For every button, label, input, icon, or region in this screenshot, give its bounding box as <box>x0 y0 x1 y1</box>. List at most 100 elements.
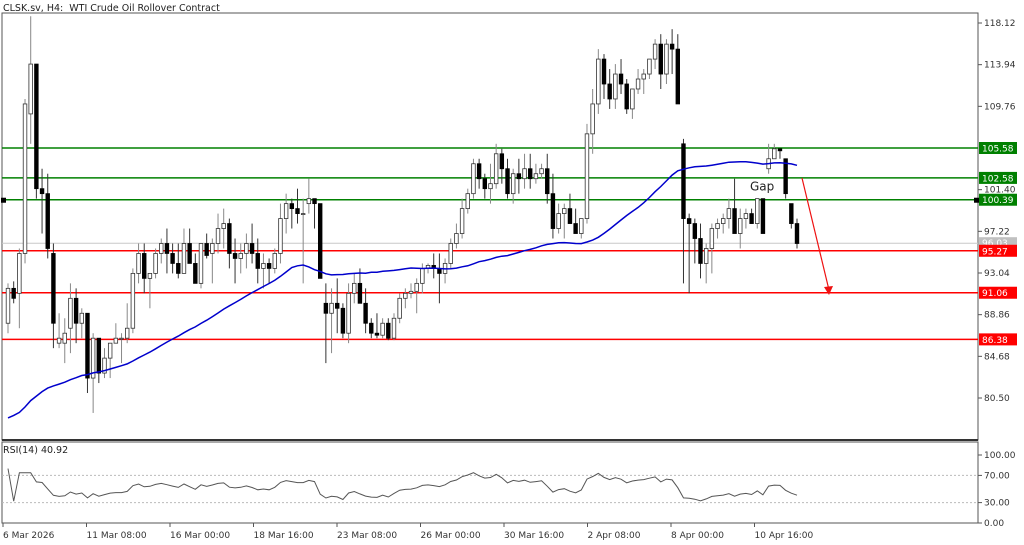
candle <box>493 153 499 185</box>
rsi-line <box>7 468 798 502</box>
candle <box>658 43 663 75</box>
rsi-tick-label: 0.00 <box>984 519 1004 529</box>
candle <box>369 322 374 334</box>
price-tick-label: 97.22 <box>984 227 1010 237</box>
candle <box>96 337 102 374</box>
candle <box>261 263 266 269</box>
price-tick-label: 88.86 <box>984 311 1010 321</box>
candle <box>522 168 527 180</box>
candle <box>357 282 363 304</box>
candle <box>289 203 295 210</box>
candle <box>749 213 754 224</box>
time-tick-label: 10 Apr 16:00 <box>755 531 814 541</box>
resistance-level-tag <box>979 142 1017 154</box>
candle <box>539 168 544 175</box>
candle <box>34 63 39 190</box>
time-tick-label: 2 Apr 08:00 <box>588 531 641 541</box>
candle <box>164 243 170 254</box>
rsi-tick-label: 30.00 <box>984 499 1010 509</box>
candle <box>312 198 317 205</box>
candle <box>159 243 164 254</box>
candle <box>647 58 652 75</box>
svg-text:100.39: 100.39 <box>982 196 1014 206</box>
candle <box>760 198 766 234</box>
candle <box>698 238 703 264</box>
candle <box>789 203 794 224</box>
candle <box>738 218 743 234</box>
gap-annotation[interactable]: Gap <box>750 180 774 194</box>
time-tick-label: 26 Mar 00:00 <box>421 531 481 541</box>
candle <box>300 213 306 215</box>
candle <box>505 168 510 195</box>
candle <box>113 337 119 344</box>
candle <box>340 307 346 334</box>
candle <box>329 302 334 314</box>
candle <box>471 163 476 195</box>
candle <box>153 253 158 274</box>
candle <box>715 223 720 229</box>
candle <box>573 223 578 234</box>
rsi-tick-label: 100.00 <box>984 451 1016 461</box>
candle <box>726 208 732 219</box>
candle <box>306 198 312 205</box>
candle <box>755 198 760 224</box>
candle <box>56 337 62 344</box>
candle <box>374 332 380 336</box>
candle <box>39 188 45 195</box>
candle <box>210 243 215 254</box>
candle <box>363 302 368 324</box>
candle <box>176 263 181 274</box>
candle <box>579 218 584 234</box>
candle <box>601 58 607 85</box>
resistance-level-tag <box>979 171 1017 184</box>
candle <box>119 337 124 340</box>
candle <box>386 322 391 339</box>
candle <box>510 173 516 195</box>
resistance-level-tag <box>979 193 1017 206</box>
level-anchor-right <box>974 197 979 203</box>
rsi-plot-frame <box>1 441 979 524</box>
candle <box>142 253 147 279</box>
candle <box>102 357 107 374</box>
candle <box>323 302 329 314</box>
candle <box>692 223 698 239</box>
candle <box>465 193 470 210</box>
price-tick-label: 84.68 <box>984 352 1010 362</box>
candle <box>732 208 737 234</box>
price-tick-label: 93.04 <box>984 269 1010 279</box>
candle <box>652 43 658 60</box>
rsi-panel: 100.00 70.00 30.00 0.00 <box>2 451 1016 529</box>
candle <box>624 83 629 110</box>
candle <box>62 332 67 344</box>
candle <box>454 233 459 244</box>
bearish-arrow[interactable] <box>801 177 833 295</box>
candle <box>295 208 300 214</box>
time-tick-label: 8 Apr 00:00 <box>671 531 724 541</box>
time-tick-label: 6 Mar 2026 <box>3 531 55 541</box>
price-tick-label: 113.94 <box>984 61 1016 71</box>
rsi-label: RSI(14) 40.92 <box>3 445 69 456</box>
rsi-tick-label: 70.00 <box>984 471 1010 481</box>
candle <box>459 208 465 234</box>
price-tick-label: 118.12 <box>984 19 1016 29</box>
candle <box>335 302 340 309</box>
level-anchor-left <box>1 197 6 203</box>
candle <box>125 327 130 339</box>
candle <box>85 312 90 379</box>
candle <box>238 253 243 259</box>
candle <box>272 253 277 269</box>
svg-text:96.03: 96.03 <box>982 239 1008 249</box>
chart-title: CLSK.sv, H4: WTI Crude Oil Rollover Cont… <box>3 3 220 14</box>
support-level-tag <box>979 333 1017 346</box>
candle <box>204 243 209 256</box>
candle <box>794 223 800 244</box>
price-axis: 118.12 113.94 109.76 101.40 97.22 93.04 88.86 8… <box>978 19 1016 404</box>
candle <box>414 282 419 292</box>
candle <box>590 103 595 135</box>
candle <box>448 243 453 264</box>
candle <box>408 290 414 294</box>
candle <box>68 297 73 329</box>
time-axis: 6 Mar 2026 11 Mar 08:00 16 Mar 00:00 18 Mar… <box>2 523 814 541</box>
